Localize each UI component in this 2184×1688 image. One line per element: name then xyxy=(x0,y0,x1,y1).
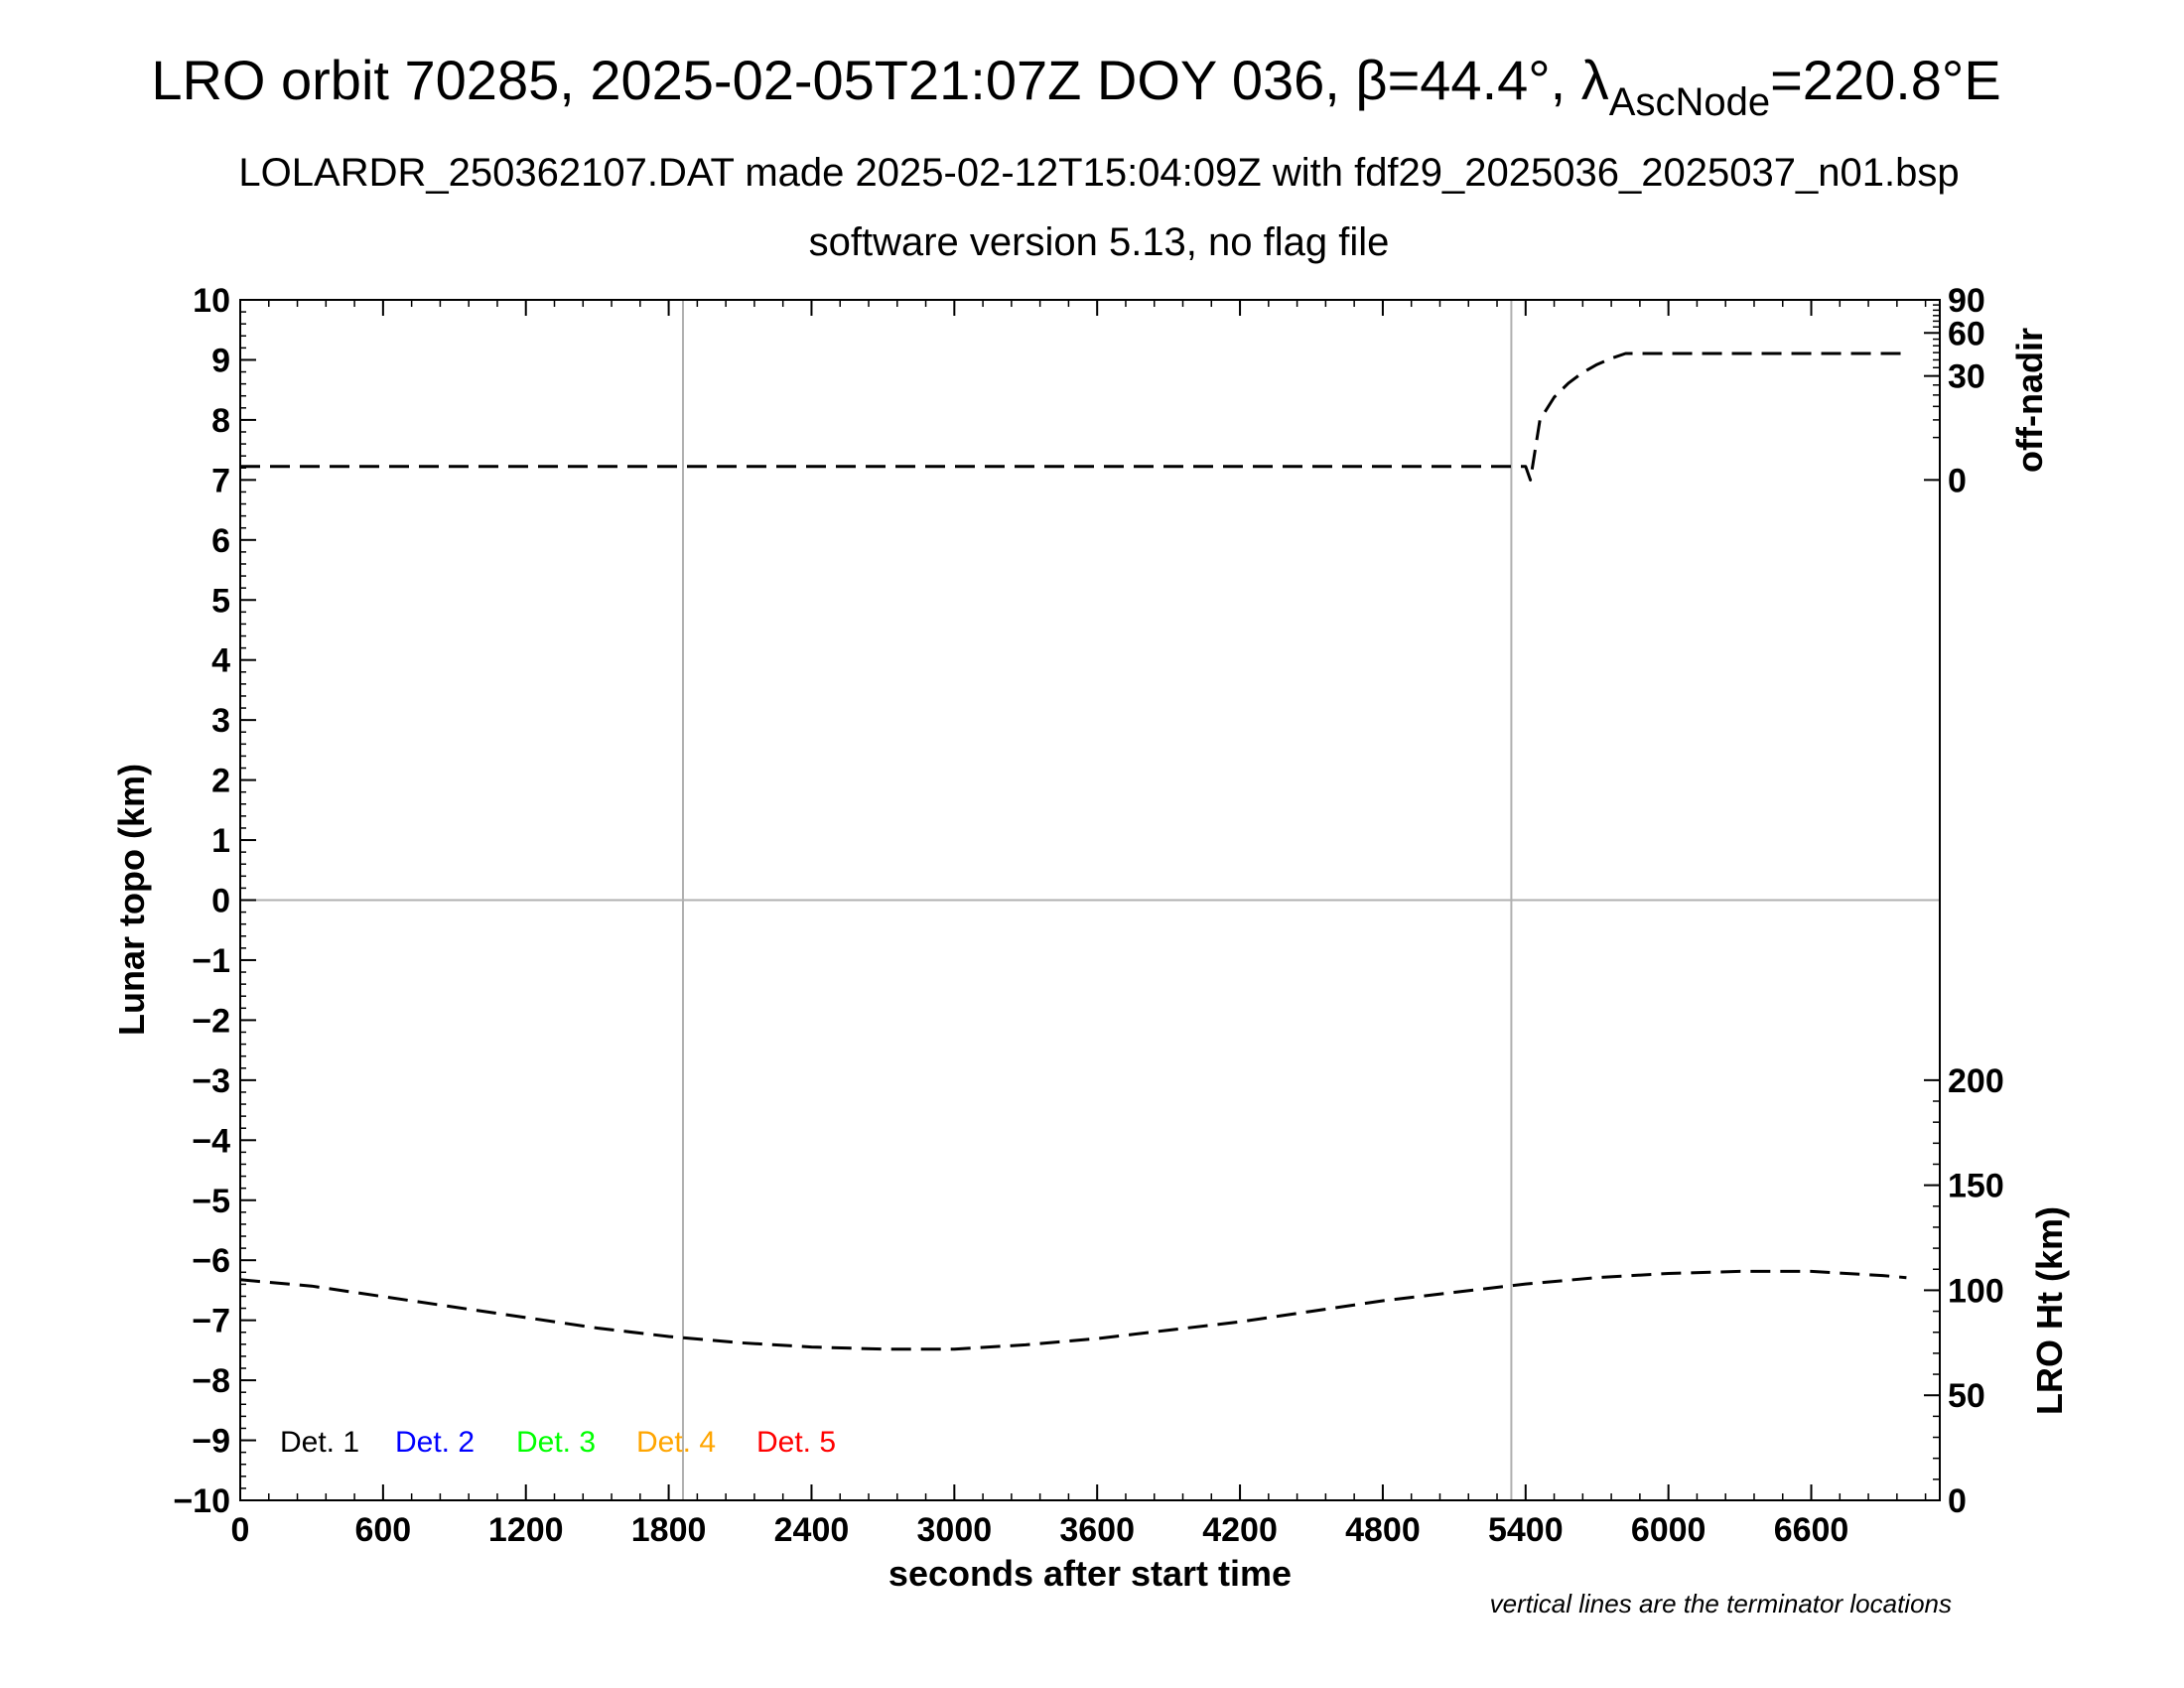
off-nadir-tick-label: 30 xyxy=(1948,358,1985,396)
grid xyxy=(240,300,1940,1500)
y-tick-label: 1 xyxy=(211,822,230,860)
height-tick-label: 50 xyxy=(1948,1377,1985,1415)
chart-title: LRO orbit 70285, 2025-02-05T21:07Z DOY 0… xyxy=(151,49,2000,124)
y-axis-label: Lunar topo (km) xyxy=(111,764,152,1036)
height-tick-label: 0 xyxy=(1948,1482,1967,1520)
x-tick-label: 4200 xyxy=(1202,1511,1278,1549)
x-tick-label: 600 xyxy=(354,1511,411,1549)
y-tick-label: −5 xyxy=(192,1183,230,1220)
y-tick-label: −9 xyxy=(192,1423,230,1461)
y-tick-label: 4 xyxy=(211,642,230,680)
x-tick-label: 3600 xyxy=(1059,1511,1135,1549)
x-axis-label: seconds after start time xyxy=(888,1553,1292,1594)
y-tick-label: −2 xyxy=(192,1002,230,1040)
y-tick-label: −3 xyxy=(192,1062,230,1100)
legend-det-5: Det. 5 xyxy=(756,1426,836,1459)
x-tick-label: 5400 xyxy=(1488,1511,1564,1549)
x-tick-label: 1200 xyxy=(488,1511,564,1549)
y-tick-label: 7 xyxy=(211,462,230,499)
chart-subtitle-2: software version 5.13, no flag file xyxy=(809,220,1390,264)
y-tick-label: −8 xyxy=(192,1362,230,1400)
x-tick-label: 6000 xyxy=(1631,1511,1706,1549)
y-tick-label: 0 xyxy=(211,883,230,920)
lro-height-line xyxy=(239,1269,1907,1351)
height-tick-label: 100 xyxy=(1948,1272,2004,1310)
y-tick-label: 3 xyxy=(211,702,230,740)
off-nadir-tick-label: 0 xyxy=(1948,462,1967,499)
x-tick-label: 6600 xyxy=(1774,1511,1849,1549)
terminator-footnote: vertical lines are the terminator locati… xyxy=(1490,1589,1952,1618)
y-tick-label: 8 xyxy=(211,402,230,440)
legend-det-3: Det. 3 xyxy=(516,1426,596,1459)
y-tick-label: −10 xyxy=(173,1482,230,1520)
y-tick-label: 2 xyxy=(211,763,230,800)
y-tick-label: 6 xyxy=(211,522,230,560)
legend-det-4: Det. 4 xyxy=(636,1426,716,1459)
legend-det-1: Det. 1 xyxy=(280,1426,359,1459)
y-tick-label: 10 xyxy=(193,282,230,320)
legend-det-2: Det. 2 xyxy=(395,1426,475,1459)
x-tick-label: 4800 xyxy=(1345,1511,1421,1549)
y-tick-label: −4 xyxy=(192,1122,230,1160)
y-tick-label: 9 xyxy=(211,342,230,379)
x-tick-label: 1800 xyxy=(631,1511,707,1549)
off-nadir-line xyxy=(240,352,1907,482)
y-tick-label: −6 xyxy=(192,1242,230,1280)
height-tick-label: 150 xyxy=(1948,1168,2004,1205)
lro-height-axis-label: LRO Ht (km) xyxy=(2029,1206,2070,1415)
series-lines xyxy=(239,352,1907,1351)
off-nadir-axis-label: off-nadir xyxy=(2009,328,2050,473)
y-tick-label: 5 xyxy=(211,582,230,620)
x-tick-label: 2400 xyxy=(774,1511,850,1549)
x-tick-label: 0 xyxy=(231,1511,250,1549)
off-nadir-tick-label: 90 xyxy=(1948,282,1985,320)
x-tick-label: 3000 xyxy=(917,1511,993,1549)
y-tick-label: −7 xyxy=(192,1303,230,1340)
plot-frame xyxy=(239,299,1941,1501)
chart-subtitle-1: LOLARDR_250362107.DAT made 2025-02-12T15… xyxy=(238,151,1959,195)
tick-labels: 0 600 1200 1800 2400 3000 3600 4200 4800 5400 6000… xyxy=(173,282,2003,1549)
height-tick-label: 200 xyxy=(1948,1062,2004,1100)
y-tick-label: −1 xyxy=(192,942,230,980)
off-nadir-tick-label: 60 xyxy=(1948,315,1985,352)
legend: Det. 1 Det. 2 Det. 3 Det. 4 Det. 5 xyxy=(280,1426,836,1459)
